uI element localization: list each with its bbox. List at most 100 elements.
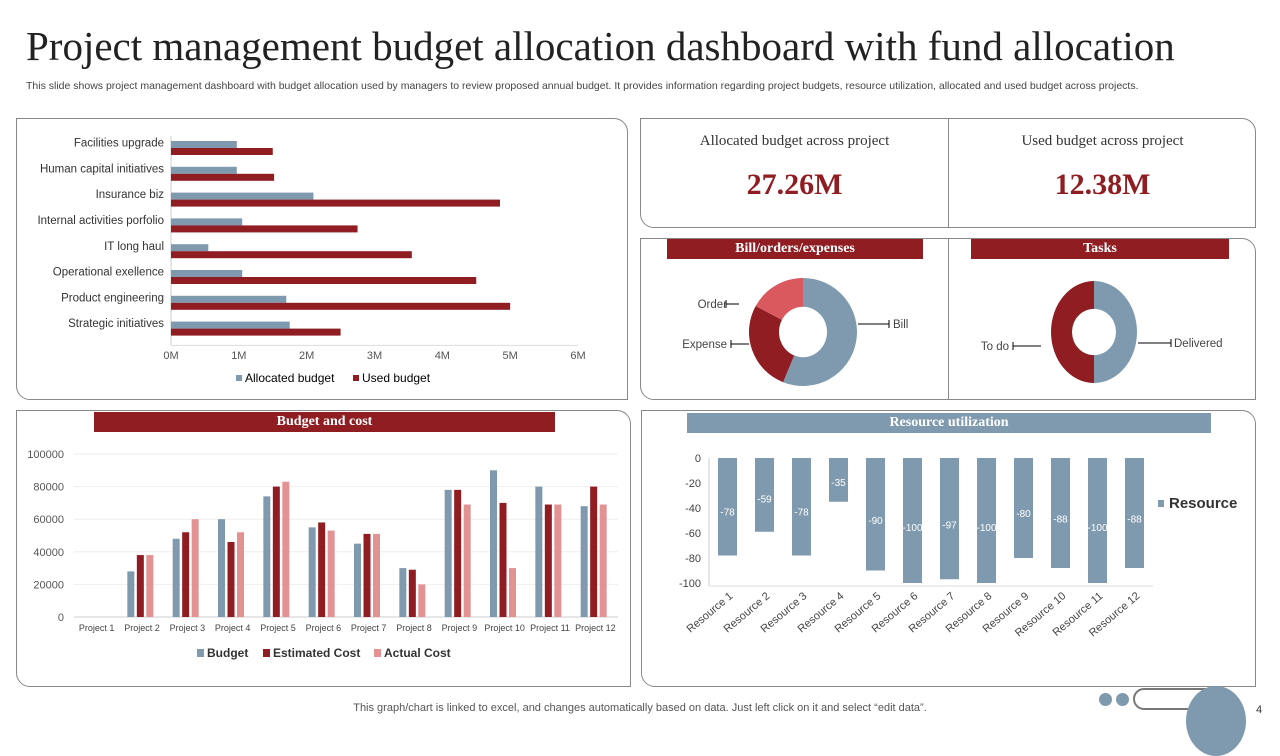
bar-allocated [171,218,243,226]
tasks-header: Tasks [971,239,1229,259]
bar-budget [308,527,316,617]
bar-estimated-cost [544,504,552,617]
allocation-chart-panel: 0M 1M 2M 3M 4M 5M 6M Facilities upgrade Human ca… [16,118,628,400]
donut-slice-bill [783,278,857,386]
y-tick-label: 60000 [33,514,64,526]
bar-estimated-cost [227,542,235,617]
kpi-value: 27.26M [746,168,843,201]
bar-allocated [171,270,243,277]
data-label: -78 [720,508,735,519]
resource-header: Resource utilization [687,413,1211,433]
bar-actual-cost [146,555,154,617]
category-label: Operational exellence [53,267,164,279]
bar-budget [580,506,588,617]
bar-estimated-cost [590,486,598,617]
footer-note: This graph/chart is linked to excel, and… [353,702,927,714]
category-label: Strategic initiatives [68,318,164,330]
decor-dot-icon [1099,693,1112,706]
legend-label: Budget [207,646,248,660]
x-tick-label: 1M [231,350,246,362]
bar-actual-cost [463,504,471,617]
bar-resource [829,458,848,502]
data-label: -88 [1127,515,1142,526]
divider [948,119,949,227]
donut-slice-delivered [1094,281,1137,383]
y-tick-label: -100 [679,578,701,590]
donut-slice-order [755,278,803,320]
category-label: Internal activities porfolio [37,215,164,227]
y-tick-label: -40 [685,503,701,515]
bar-estimated-cost [363,533,371,617]
budget-cost-panel: 0 20000 40000 60000 80000 100000 Project 1 Proj… [16,410,631,687]
page-title: Project management budget allocation das… [26,23,1175,69]
bar-actual-cost [418,584,426,617]
bar-resource [1125,458,1144,568]
bar-budget [535,486,543,617]
page-number: 4 [1256,704,1263,716]
bar-estimated-cost [454,489,462,617]
donut-panel: Bill Expense Order Delivered To do Bill/orde… [640,238,1256,400]
bar-actual-cost [554,504,562,617]
decor-circle-icon [1186,686,1246,756]
y-tick-label: 20000 [33,579,64,591]
bar-used [171,328,341,336]
legend-label: Estimated Cost [273,646,360,660]
bar-actual-cost [373,533,380,617]
bar-allocated [171,295,287,303]
x-tick-label: Project 12 [575,623,616,633]
budget-header: Budget and cost [94,412,555,432]
bar-budget [127,571,135,617]
category-label: IT long haul [104,241,164,253]
bar-resource [755,458,774,532]
bar-allocated [171,321,290,329]
bar-resource [792,458,811,556]
bar-resource [1014,458,1033,558]
bar-resource [718,458,737,556]
legend-swatch [1158,500,1164,507]
bar-budget [218,519,225,617]
y-tick-label: 80000 [33,482,64,494]
bar-resource [903,458,922,583]
bar-budget [172,538,180,617]
allocation-bar-chart[interactable]: 0M 1M 2M 3M 4M 5M 6M Facilities upgrade Human ca… [17,119,629,401]
slice-label: Delivered [1174,338,1223,350]
bar-resource [866,458,885,571]
kpi-used: Used budget across project 12.38M [949,119,1256,202]
bar-estimated-cost [499,502,507,617]
bar-budget [490,470,497,617]
bar-estimated-cost [318,522,326,617]
page-subtitle: This slide shows project management dash… [26,80,1139,92]
bar-used [171,199,500,207]
bar-resource [1088,458,1107,583]
x-tick-label: Project 10 [484,623,525,633]
legend-swatch [197,649,204,657]
bar-allocated [171,192,314,200]
legend-swatch [374,649,381,657]
bills-donut-chart[interactable]: Bill Expense Order Delivered To do [641,239,1257,399]
x-tick-label: 5M [503,350,518,362]
kpi-panel: Allocated budget across project 27.26M U… [640,118,1256,228]
data-label: -100 [902,523,922,534]
kpi-label: Used budget across project [1021,133,1184,149]
legend-label: Allocated budget [245,371,335,385]
legend-label: Actual Cost [384,646,451,660]
bar-actual-cost [509,568,516,617]
donut-slice-to-do [1051,281,1094,383]
data-label: -78 [794,508,809,519]
category-label: Facilities upgrade [74,138,164,150]
data-label: -59 [757,495,772,506]
bar-resource [940,458,959,580]
bar-estimated-cost [182,532,190,617]
category-label: Product engineering [61,292,164,304]
budget-cost-chart[interactable]: 0 20000 40000 60000 80000 100000 Project 1 Proj… [17,411,632,688]
donut-slice-expense [749,305,795,383]
y-tick-label: 0 [695,453,701,465]
bar-used [171,277,477,284]
bar-allocated [171,166,237,174]
bar-actual-cost [282,481,290,617]
bar-actual-cost [237,532,244,617]
legend-swatch [263,649,270,657]
y-tick-label: 40000 [33,547,64,559]
kpi-value: 12.38M [1054,168,1151,201]
